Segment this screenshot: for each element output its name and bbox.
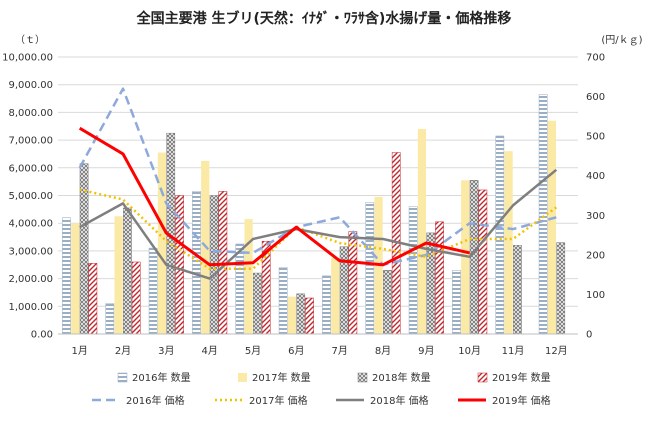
bar: [478, 189, 488, 335]
bar: [504, 151, 513, 334]
bar: [157, 152, 167, 334]
legend-label: 2017年 数量: [252, 371, 311, 384]
legend-swatch: [238, 373, 247, 382]
bar: [123, 207, 132, 335]
bar: [452, 270, 461, 335]
bar: [88, 263, 98, 335]
bar: [305, 297, 314, 335]
series-line: [78, 87, 557, 267]
bar: [495, 135, 505, 335]
x-tick-label: 12月: [545, 345, 568, 357]
y-tick-label: 8,000.00: [8, 108, 53, 119]
bar: [235, 243, 245, 335]
y-axis-unit: （ｔ）: [15, 34, 45, 46]
x-tick-label: 4月: [201, 345, 217, 357]
bar: [148, 247, 158, 335]
bar: [469, 180, 479, 335]
y-tick-label: 9,000.00: [8, 80, 53, 91]
bar: [105, 303, 115, 335]
x-tick-label: 5月: [245, 345, 261, 357]
x-tick-label: 2月: [115, 345, 131, 357]
bar: [348, 231, 358, 335]
x-tick-label: 10月: [458, 345, 481, 357]
y-tick-label: 5,000.00: [8, 191, 53, 202]
bar: [62, 217, 71, 335]
x-tick-label: 1月: [71, 345, 87, 357]
bar: [513, 245, 522, 335]
bar: [383, 270, 392, 335]
legend-swatch: [117, 372, 128, 383]
y-tick-label: 3,000.00: [8, 246, 53, 257]
legend-swatch: [357, 372, 368, 383]
y2-tick-label: 100: [586, 290, 605, 301]
x-tick-label: 3月: [158, 345, 174, 357]
bar: [547, 120, 557, 335]
legend-label: 2016年 価格: [126, 394, 185, 407]
bar: [253, 272, 262, 335]
bar: [365, 202, 375, 335]
y2-tick-label: 300: [586, 211, 605, 222]
y-tick-label: 6,000.00: [8, 163, 53, 174]
bar: [331, 257, 340, 334]
y2-tick-label: 700: [586, 53, 605, 64]
y2-tick-label: 0: [586, 330, 592, 341]
y2-tick-label: 600: [586, 92, 605, 103]
bar: [417, 129, 427, 334]
bar: [556, 242, 566, 335]
bar: [322, 275, 331, 335]
x-tick-label: 9月: [418, 345, 434, 357]
y2-tick-label: 400: [586, 171, 605, 182]
y-tick-label: 4,000.00: [8, 219, 53, 230]
bar: [244, 219, 253, 334]
legend-label: 2017年 価格: [249, 394, 308, 407]
bar: [408, 206, 418, 335]
y-tick-label: 10,000.00: [2, 53, 53, 64]
y-tick-label: 7,000.00: [8, 136, 53, 147]
bar: [538, 94, 548, 335]
bar: [192, 191, 201, 335]
y-tick-label: 2,000.00: [8, 274, 53, 285]
x-tick-label: 8月: [375, 345, 391, 357]
x-tick-label: 11月: [502, 345, 525, 357]
chart-title: 全国主要港 生ブリ(天然：ｲﾅﾀﾞ・ﾜﾗｻ含)水揚げ量・価格推移: [136, 10, 512, 27]
legend-label: 2016年 数量: [132, 371, 191, 384]
legend-label: 2019年 数量: [492, 371, 551, 384]
bar: [435, 221, 444, 335]
legend-label: 2019年 価格: [492, 394, 551, 407]
bar: [114, 216, 123, 334]
bar: [71, 223, 80, 334]
y-tick-label: 1,000.00: [8, 302, 53, 313]
y-tick-label: 0.00: [31, 330, 53, 341]
legend-label: 2018年 価格: [370, 394, 429, 407]
bar: [278, 267, 288, 335]
y2-axis-unit: (円/ｋｇ): [601, 34, 642, 46]
legend-label: 2018年 数量: [372, 371, 431, 384]
bar: [287, 296, 297, 334]
series-line: [78, 126, 471, 267]
y2-tick-label: 500: [586, 132, 605, 143]
series-line: [79, 168, 558, 280]
legend-swatch: [477, 372, 488, 383]
y2-tick-label: 200: [586, 250, 605, 261]
bar: [296, 293, 306, 335]
bar: [131, 261, 141, 335]
x-tick-label: 7月: [331, 345, 347, 357]
x-tick-label: 6月: [288, 345, 304, 357]
